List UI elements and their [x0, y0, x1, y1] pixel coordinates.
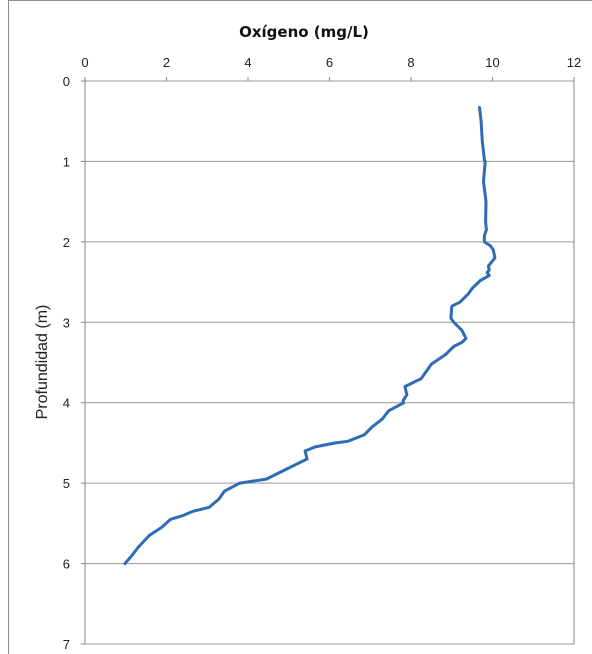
y-tick-label-5: 5 — [63, 476, 70, 491]
chart-frame — [8, 0, 592, 654]
y-tick-label-6: 6 — [63, 557, 70, 572]
y-tick-label-1: 1 — [63, 154, 70, 169]
series-line-0 — [123, 106, 497, 566]
series-layer — [123, 106, 497, 566]
x-tick-label-2: 2 — [163, 55, 170, 70]
x-tick-label-6: 6 — [326, 55, 333, 70]
axis-layer — [81, 77, 575, 645]
y-axis-label: Profundidad (m) — [34, 305, 51, 420]
y-tick-label-4: 4 — [63, 396, 70, 411]
y-tick-label-0: 0 — [63, 74, 70, 89]
y-tick-label-7: 7 — [63, 637, 70, 652]
x-tick-label-8: 8 — [407, 55, 414, 70]
x-tick-label-12: 12 — [567, 55, 581, 70]
x-tick-label-4: 4 — [244, 55, 251, 70]
grid-layer — [85, 80, 574, 645]
y-tick-labels: 0 1 2 3 4 5 6 7 — [63, 74, 70, 652]
y-tick-label-3: 3 — [63, 315, 70, 330]
x-tick-label-0: 0 — [81, 55, 88, 70]
x-tick-labels: 0 2 4 6 8 10 12 — [81, 55, 581, 70]
chart-title: Oxígeno (mg/L) — [239, 23, 369, 41]
y-tick-label-2: 2 — [63, 235, 70, 250]
x-tick-label-10: 10 — [485, 55, 499, 70]
